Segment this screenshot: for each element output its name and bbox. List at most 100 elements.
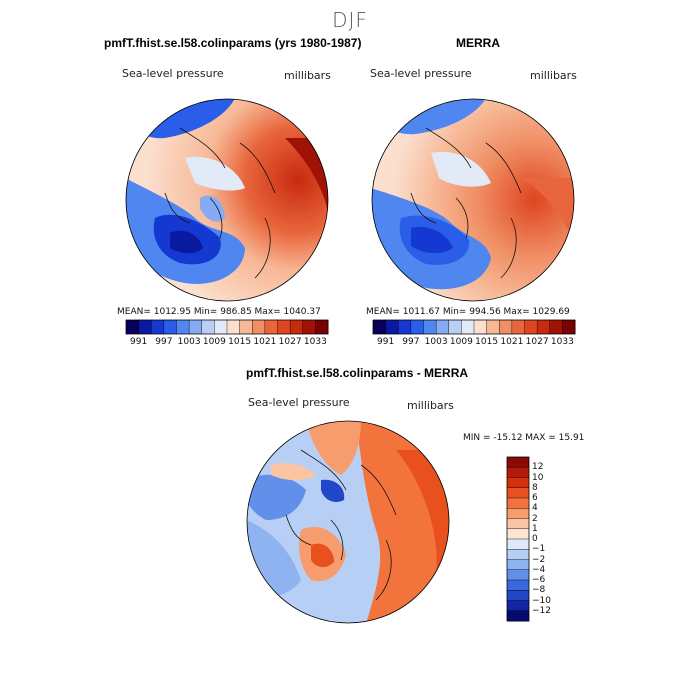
colorbar-tick-label: 991 <box>377 337 395 347</box>
panel-2-units: millibars <box>530 69 577 82</box>
colorbar-swatch <box>506 549 530 561</box>
colorbar-swatch <box>264 319 279 335</box>
colorbar-swatch <box>372 319 387 335</box>
colorbar-tick-label: 10 <box>532 472 544 483</box>
colorbar-swatch <box>277 319 291 335</box>
colorbar-swatch <box>163 319 178 335</box>
colorbar-swatch <box>188 319 203 335</box>
panel-2-title: MERRA <box>456 36 500 50</box>
panel-3-units: millibars <box>407 399 454 412</box>
colorbar-swatch <box>506 518 530 530</box>
colorbar-swatch <box>302 319 316 335</box>
colorbar-swatch <box>448 319 462 335</box>
colorbar-swatch <box>486 319 500 335</box>
colorbar-tick-label: 1009 <box>202 337 226 347</box>
colorbar-tick-label: 997 <box>155 337 173 347</box>
colorbar-swatch <box>423 319 437 335</box>
colorbar-swatch <box>506 487 530 499</box>
panel-1-colorbar <box>125 319 329 335</box>
colorbar-tick-label: −2 <box>532 554 546 565</box>
colorbar-tick-label: 997 <box>402 337 420 347</box>
panel-2-variable: Sea-level pressure <box>370 67 472 80</box>
colorbar-tick-label: 1015 <box>228 337 252 347</box>
panel-3-variable: Sea-level pressure <box>248 396 350 409</box>
colorbar-swatch <box>151 319 165 335</box>
colorbar-swatch <box>506 579 530 591</box>
colorbar-tick-label: −12 <box>532 605 551 616</box>
panel-1-stats: MEAN= 1012.95 Min= 986.85 Max= 1040.37 <box>117 307 321 317</box>
colorbar-tick-label: 1021 <box>253 337 277 347</box>
colorbar-swatch <box>549 319 563 335</box>
colorbar-swatch <box>385 319 399 335</box>
colorbar-swatch <box>176 319 190 335</box>
colorbar-swatch <box>252 319 266 335</box>
panel-3-title: pmfT.fhist.se.l58.colinparams - MERRA <box>246 366 469 380</box>
colorbar-tick-label: 4 <box>532 503 538 514</box>
colorbar-swatch <box>398 319 412 335</box>
colorbar-tick-label: −10 <box>532 595 551 606</box>
colorbar-swatch <box>499 319 513 335</box>
colorbar-tick-label: 1009 <box>449 337 473 347</box>
colorbar-tick-label: 1021 <box>500 337 524 347</box>
colorbar-swatch <box>435 319 450 335</box>
colorbar-swatch <box>239 319 253 335</box>
colorbar-tick-label: 12 <box>532 462 544 473</box>
panel-3-colorbar <box>506 456 530 622</box>
colorbar-swatch <box>506 477 530 489</box>
colorbar-swatch <box>214 319 228 335</box>
colorbar-tick-label: 1027 <box>278 337 302 347</box>
colorbar-swatch <box>125 319 140 335</box>
panel-2-colorbar <box>372 319 576 335</box>
colorbar-tick-label: 1003 <box>424 337 448 347</box>
colorbar-tick-label: −1 <box>532 544 546 555</box>
panel-2-stats: MEAN= 1011.67 Min= 994.56 Max= 1029.69 <box>366 307 570 317</box>
colorbar-tick-label: 8 <box>532 482 538 493</box>
negative-bias-west <box>247 474 306 520</box>
colorbar-tick-label: 1027 <box>525 337 549 347</box>
colorbar-swatch <box>315 319 329 335</box>
colorbar-1-swatches <box>125 319 329 335</box>
colorbar-swatch <box>506 610 530 622</box>
colorbar-tick-label: −4 <box>532 564 546 575</box>
colorbar-swatch <box>562 319 576 335</box>
colorbar-3-swatches <box>506 456 530 622</box>
colorbar-swatch <box>511 319 526 335</box>
colorbar-swatch <box>410 319 425 335</box>
colorbar-tick-label: 991 <box>130 337 148 347</box>
colorbar-swatch <box>138 319 152 335</box>
colorbar-swatch <box>473 319 488 335</box>
colorbar-tick-label: −6 <box>532 575 546 585</box>
colorbar-swatch <box>506 538 530 550</box>
colorbar-swatch <box>506 497 530 509</box>
panel-1-variable: Sea-level pressure <box>122 67 224 80</box>
colorbar-swatch <box>226 319 241 335</box>
colorbar-swatch <box>506 590 530 602</box>
colorbar-swatch <box>506 559 530 571</box>
colorbar-swatch <box>506 456 530 468</box>
colorbar-swatch <box>506 600 530 612</box>
colorbar-tick-label: 0 <box>532 534 538 544</box>
colorbar-swatch <box>506 467 530 479</box>
colorbar-swatch <box>536 319 551 335</box>
colorbar-tick-label: 2 <box>532 513 538 524</box>
colorbar-tick-label: 1033 <box>303 337 327 347</box>
panel-1-map <box>125 98 329 302</box>
panel-1-title: pmfT.fhist.se.l58.colinparams (yrs 1980-… <box>104 36 362 50</box>
figure-title: DJF <box>332 8 368 32</box>
colorbar-swatch <box>524 319 538 335</box>
panel-3-stats: MIN = -15.12 MAX = 15.91 <box>463 433 585 443</box>
colorbar-swatch <box>506 508 530 520</box>
colorbar-swatch <box>289 319 304 335</box>
colorbar-2-swatches <box>372 319 576 335</box>
colorbar-swatch <box>201 319 215 335</box>
colorbar-tick-label: 1003 <box>177 337 201 347</box>
colorbar-tick-label: 1015 <box>475 337 499 347</box>
colorbar-tick-label: 1 <box>532 523 538 534</box>
colorbar-swatch <box>461 319 475 335</box>
colorbar-tick-label: 6 <box>532 493 538 503</box>
colorbar-tick-label: −8 <box>532 585 546 596</box>
panel-2-map <box>371 98 575 302</box>
colorbar-swatch <box>506 569 530 581</box>
panel-3-map <box>246 420 450 624</box>
colorbar-swatch <box>506 528 530 540</box>
